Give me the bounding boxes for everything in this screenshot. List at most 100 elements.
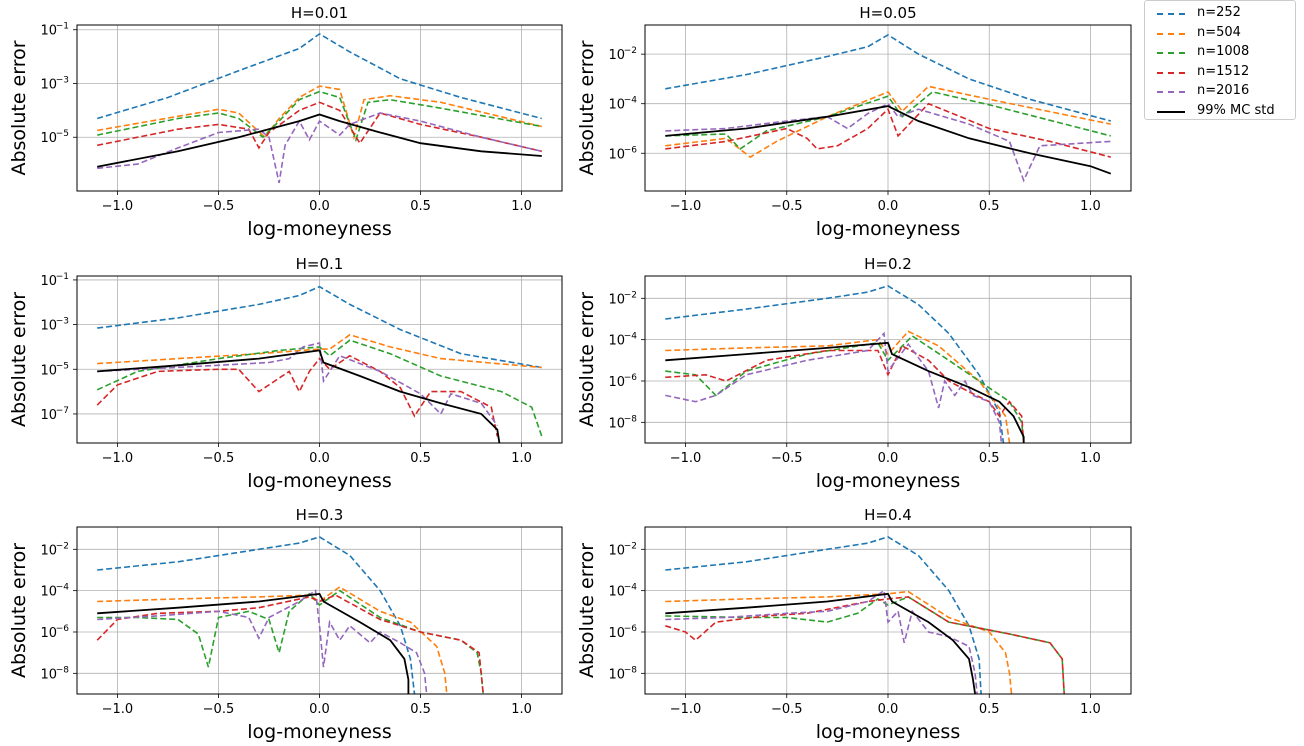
series-line-99-mc-std [665,592,976,694]
series-line-n-1512 [96,354,499,437]
series-line-n-1512 [665,102,1112,158]
y-axis-label: Absolute error [576,292,598,427]
y-tick-exponent: −7 [56,406,69,416]
series-line-n-2016 [97,342,498,427]
y-tick-label: 10 [608,626,625,641]
legend-swatch-mc-std [1157,110,1185,113]
x-tick-label: −1.0 [670,199,702,214]
legend-label-n252: n=252 [1197,5,1241,20]
y-tick-exponent: −6 [624,145,638,155]
x-tick-label: −1.0 [102,451,134,466]
x-tick-label: 0.5 [410,199,431,214]
subplot-3: −1.0 −0.5 0.0 0.5 1.010−710−510−310−1H=0.1lo… [8,255,563,492]
legend-label-n504: n=504 [1197,24,1241,40]
series-line-n-252 [97,285,542,369]
series-line-n-252 [665,285,1005,443]
y-tick-exponent: −8 [624,665,638,675]
series-line-n-504 [665,85,1111,159]
y-tick-exponent: −2 [624,541,637,551]
x-tick-label: 0.5 [979,199,1000,214]
x-tick-label: 1.0 [1080,702,1101,717]
x-tick-label: 1.0 [511,451,532,466]
y-tick-exponent: −2 [624,290,637,300]
x-axis-label: log-moneyness [816,218,960,240]
series-line-99-mc-std [97,592,410,694]
x-tick-label: −1.0 [670,451,702,466]
y-tick-exponent: −6 [624,624,638,634]
y-tick-exponent: −6 [56,624,70,634]
subplot-2: −1.0 −0.5 0.0 0.5 1.010−610−410−2H=0.05log-m… [576,4,1132,240]
series-line-n-2016 [97,589,428,694]
y-tick-exponent: −4 [624,96,638,106]
y-tick-label: 10 [40,319,57,334]
x-tick-label: 0.5 [410,702,431,717]
subplot-title: H=0.2 [864,255,912,273]
y-tick-label: 10 [608,543,625,558]
series-line-n-2016 [665,331,1003,443]
x-axis-label: log-moneyness [247,470,391,492]
series-line-n-1512 [97,101,542,153]
y-tick-label: 10 [40,667,57,682]
subplot-title: H=0.01 [291,4,348,22]
series-line-99-mc-std [97,349,501,443]
series-line-n-504 [97,85,542,141]
x-axis-label: log-moneyness [247,218,391,240]
x-tick-label: 0.0 [309,702,330,717]
y-tick-label: 10 [40,363,57,378]
legend-item-n504: n=504 [1145,24,1295,44]
y-tick-label: 10 [608,416,625,431]
subplot-title: H=0.1 [296,255,344,273]
y-tick-label: 10 [40,274,57,289]
subplot-title: H=0.05 [859,4,916,22]
axes-frame [76,526,563,695]
legend-item-n2016: n=2016 [1145,82,1295,102]
x-tick-label: 0.5 [979,702,1000,717]
axes-frame [76,24,563,192]
y-tick-label: 10 [608,334,625,349]
legend-item-mc-std: 99% MC std [1145,102,1295,122]
y-tick-label: 10 [40,543,57,558]
x-tick-label: −0.5 [203,199,235,214]
legend-swatch-n1512 [1157,71,1185,74]
subplot-1: −1.0 −0.5 0.0 0.5 1.010−510−310−1H=0.01log-m… [8,4,563,240]
series-line-n-504 [97,333,542,369]
y-tick-exponent: −1 [56,272,69,282]
x-tick-label: 0.5 [410,451,431,466]
legend-label-n1008: n=1008 [1197,44,1250,59]
x-tick-label: 1.0 [1080,451,1101,466]
y-tick-exponent: −8 [56,665,70,675]
legend: n=252 n=504 n=1008 n=1512 n=2016 99% MC … [1144,0,1296,120]
series-line-n-2016 [665,102,1111,183]
y-tick-exponent: −6 [624,373,638,383]
x-tick-label: −0.5 [771,451,803,466]
y-tick-exponent: −4 [624,583,638,593]
x-tick-label: 0.0 [878,199,899,214]
x-axis-label: log-moneyness [816,470,960,492]
y-tick-label: 10 [608,585,625,600]
y-axis-label: Absolute error [576,40,598,175]
x-tick-label: −0.5 [771,702,803,717]
series-line-n-1008 [665,91,1111,150]
series-line-99-mc-std [665,105,1112,175]
legend-item-n252: n=252 [1145,4,1295,24]
y-tick-exponent: −3 [56,317,69,327]
x-tick-label: −1.0 [102,199,134,214]
y-tick-label: 10 [608,48,625,63]
series-line-n-1008 [665,596,1065,694]
x-axis-label: log-moneyness [247,721,391,743]
legend-label-n2016: n=2016 [1197,83,1250,98]
legend-swatch-n504 [1157,32,1185,35]
x-tick-label: 0.0 [878,702,899,717]
x-tick-label: −1.0 [670,702,702,717]
y-tick-label: 10 [608,147,625,162]
x-axis-label: log-moneyness [816,721,960,743]
x-tick-label: 0.0 [309,199,330,214]
subplot-6: −1.0 −0.5 0.0 0.5 1.010−810−610−410−2H=0.4lo… [576,506,1132,743]
series-line-n-2016 [665,589,978,694]
legend-swatch-n252 [1157,13,1185,15]
series-line-n-252 [97,536,416,694]
y-axis-label: Absolute error [8,292,30,427]
y-tick-label: 10 [608,375,625,390]
y-tick-label: 10 [40,585,57,600]
